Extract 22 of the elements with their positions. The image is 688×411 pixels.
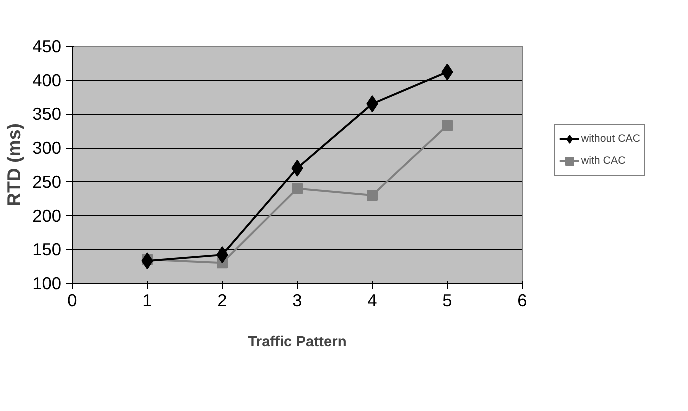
- y-tick-label: 200: [32, 206, 62, 226]
- y-tick-label: 450: [32, 36, 62, 56]
- point: [367, 190, 378, 201]
- x-tick-label: 1: [142, 290, 152, 310]
- x-tick-label: 0: [68, 290, 78, 310]
- x-axis-title: Traffic Pattern: [248, 334, 347, 350]
- x-tick-label: 6: [518, 290, 528, 310]
- y-tick-label: 400: [32, 70, 62, 90]
- legend-label: without CAC: [581, 132, 641, 144]
- x-tick-label: 3: [292, 290, 302, 310]
- legend-label: with CAC: [581, 154, 626, 166]
- point: [292, 183, 303, 194]
- y-tick-label: 300: [32, 138, 62, 158]
- x-tick-label: 5: [442, 290, 452, 310]
- y-axis-title: RTD (ms): [4, 124, 25, 206]
- y-tick-label: 350: [32, 104, 62, 124]
- x-tick-label: 4: [368, 290, 378, 310]
- y-tick-label: 100: [32, 274, 62, 294]
- point: [442, 120, 453, 132]
- y-tick-label: 150: [32, 240, 62, 260]
- y-tick-label: 250: [32, 172, 62, 192]
- x-tick-label: 2: [218, 290, 228, 310]
